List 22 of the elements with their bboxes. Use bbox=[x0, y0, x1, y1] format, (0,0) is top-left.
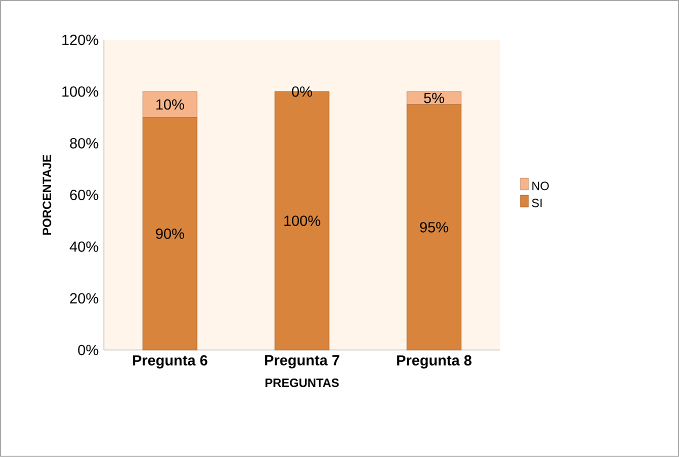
y-tick-label: 100% bbox=[62, 86, 98, 97]
x-tick-label: Pregunta 6 bbox=[133, 355, 208, 369]
y-axis-title: PORCENTAJE bbox=[42, 154, 52, 235]
y-tick-label: 80% bbox=[70, 138, 98, 148]
data-label: 100% bbox=[284, 216, 320, 226]
y-tick-label: 0% bbox=[78, 344, 98, 356]
bar bbox=[406, 104, 462, 350]
data-label: 10% bbox=[156, 99, 184, 110]
bar bbox=[142, 117, 198, 350]
x-axis-title: PREGUNTAS bbox=[266, 378, 339, 388]
bar bbox=[142, 91, 198, 118]
y-tick-label: 60% bbox=[70, 190, 98, 200]
legend-label: NO bbox=[532, 182, 549, 190]
data-label: 95% bbox=[420, 222, 448, 232]
data-label: 90% bbox=[156, 228, 184, 239]
legend-label: SI bbox=[532, 198, 542, 208]
y-tick-label: 40% bbox=[70, 241, 98, 252]
x-tick-label: Pregunta 7 bbox=[265, 355, 340, 368]
data-label: 5% bbox=[424, 92, 444, 104]
x-tick-label: Pregunta 8 bbox=[397, 355, 472, 369]
y-tick-label: 120% bbox=[62, 34, 98, 46]
y-tick-label: 20% bbox=[70, 293, 98, 304]
